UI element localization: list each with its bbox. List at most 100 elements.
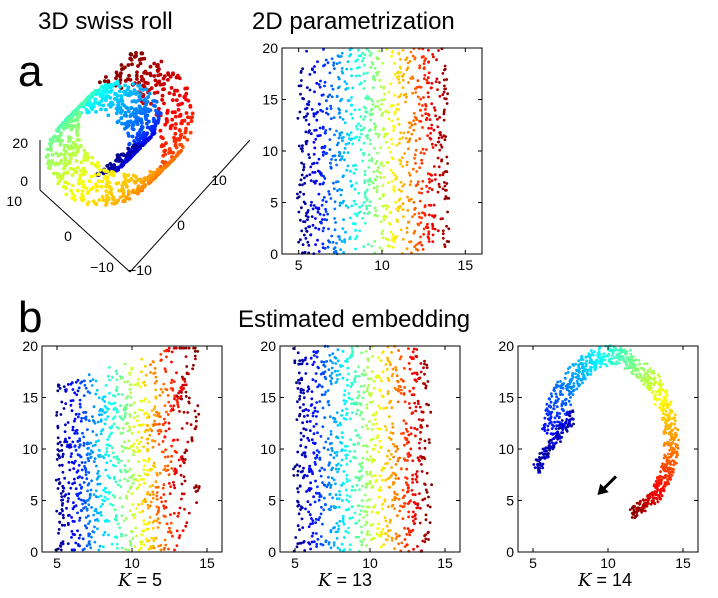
data-point: [139, 477, 143, 481]
data-point: [383, 98, 386, 101]
data-point: [335, 435, 339, 439]
data-point: [335, 537, 339, 540]
data-point: [411, 411, 415, 415]
data-point: [422, 67, 426, 70]
data-point: [69, 486, 73, 490]
data-point: [392, 455, 396, 459]
data-point: [156, 526, 160, 529]
data-point: [118, 526, 122, 530]
data-point: [394, 477, 398, 480]
data-point: [59, 492, 63, 495]
data-point-3d: [104, 201, 109, 205]
data-point: [92, 513, 95, 517]
data-point: [132, 416, 136, 420]
data-point: [91, 415, 94, 418]
data-point: [314, 517, 318, 521]
data-point: [132, 453, 135, 457]
data-point: [365, 111, 369, 114]
data-point: [409, 447, 413, 451]
data-point: [295, 381, 298, 385]
data-point: [660, 382, 664, 386]
data-point: [375, 71, 379, 75]
data-point: [171, 408, 175, 412]
data-point: [395, 218, 399, 222]
data-point: [131, 481, 135, 485]
data-point: [340, 67, 344, 70]
data-point-3d: [90, 155, 95, 160]
data-point: [313, 65, 316, 68]
data-point: [317, 366, 320, 370]
data-point: [327, 399, 330, 403]
data-point: [121, 449, 125, 453]
data-point: [315, 81, 319, 85]
data-point: [422, 227, 426, 231]
data-point: [308, 88, 312, 92]
data-point: [342, 199, 345, 203]
data-point: [378, 78, 382, 82]
data-point: [163, 404, 167, 408]
data-point: [338, 188, 341, 191]
data-point: [308, 420, 312, 423]
data-point: [307, 225, 310, 229]
data-point: [428, 180, 431, 184]
data-point-3d: [165, 108, 170, 113]
data-point: [160, 358, 163, 362]
data-point: [321, 242, 325, 246]
data-point: [657, 388, 661, 392]
data-point: [86, 498, 90, 502]
data-point: [412, 500, 416, 504]
data-point: [446, 162, 449, 165]
data-point: [313, 90, 316, 94]
data-point: [164, 515, 167, 518]
data-point: [385, 406, 388, 410]
data-point: [58, 464, 61, 467]
data-point: [159, 496, 163, 500]
data-point: [315, 542, 319, 546]
data-point: [673, 426, 677, 430]
data-point: [95, 477, 99, 481]
data-point: [346, 384, 349, 387]
data-point: [61, 502, 64, 505]
data-point: [147, 547, 151, 551]
data-point: [375, 532, 379, 536]
data-point: [417, 212, 421, 215]
data-point: [312, 152, 316, 156]
data-point: [342, 251, 345, 254]
data-point: [553, 442, 557, 445]
data-point-3d: [126, 173, 131, 178]
data-point-3d: [165, 163, 169, 168]
data-point: [408, 126, 412, 129]
data-point-3d: [74, 169, 78, 174]
data-point: [184, 346, 188, 350]
data-point: [385, 538, 389, 542]
data-point-3d: [93, 100, 98, 105]
data-point: [187, 346, 191, 350]
data-point: [398, 81, 401, 84]
data-point: [312, 451, 316, 455]
data-point: [194, 415, 198, 419]
data-point-3d: [147, 119, 151, 124]
data-point-3d: [124, 195, 129, 200]
data-point: [397, 122, 401, 126]
data-point: [571, 410, 575, 414]
data-point: [372, 447, 376, 451]
data-point: [144, 373, 148, 377]
data-point: [387, 485, 391, 489]
data-point: [643, 374, 646, 377]
data-point: [145, 423, 149, 427]
data-point-3d: [147, 91, 152, 96]
data-point: [183, 479, 187, 483]
data-point: [85, 508, 89, 512]
data-point: [374, 178, 378, 182]
data-point: [155, 410, 159, 414]
data-point: [335, 94, 339, 98]
data-point: [393, 93, 397, 97]
data-point: [184, 355, 188, 358]
data-point-3d: [128, 149, 133, 154]
data-point: [312, 180, 316, 184]
data-point: [329, 117, 333, 120]
data-point: [159, 544, 163, 547]
data-point: [111, 463, 115, 467]
data-point: [380, 98, 383, 102]
data-point: [372, 413, 376, 417]
